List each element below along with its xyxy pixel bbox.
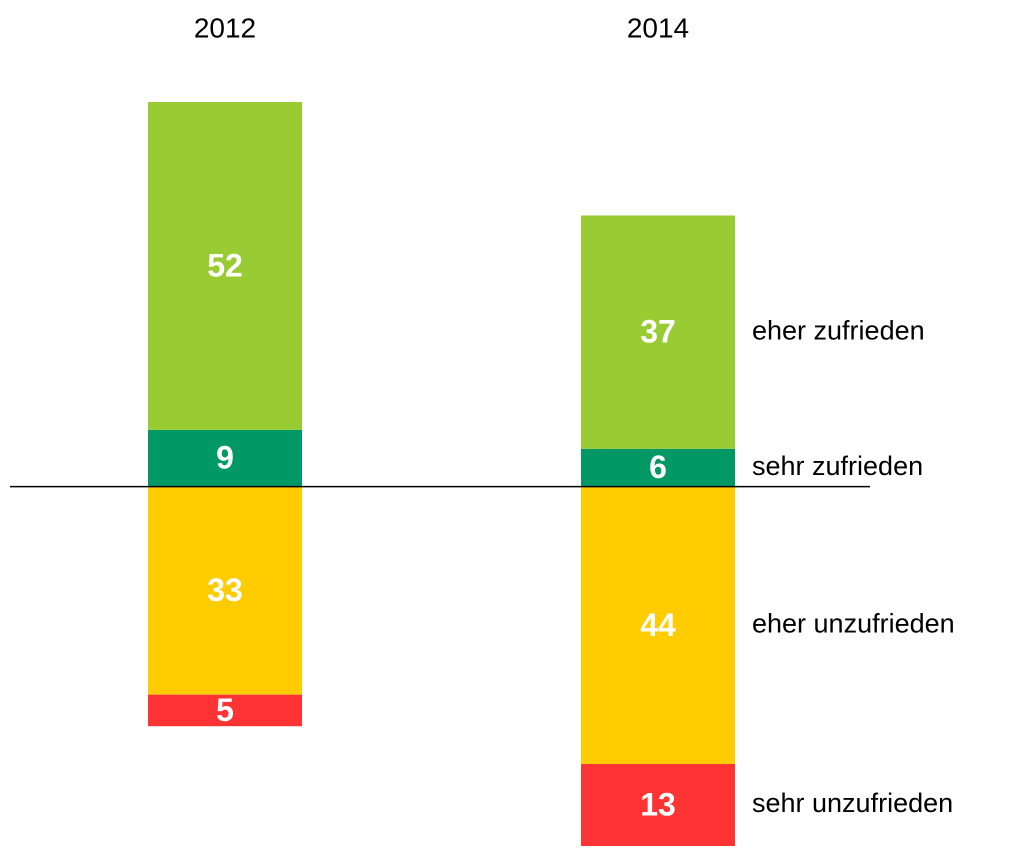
- legend-label: eher zufrieden: [752, 315, 925, 345]
- value-label: 13: [640, 786, 676, 822]
- bar-segment: [148, 102, 302, 430]
- legend-label: sehr unzufrieden: [752, 788, 953, 818]
- category-label: 2014: [627, 12, 689, 43]
- value-label: 9: [216, 440, 234, 476]
- bar-segment: [148, 429, 302, 487]
- value-label: 37: [640, 314, 676, 350]
- bar-segment: [148, 486, 302, 695]
- bar-segment: [581, 448, 735, 487]
- bar-segment: [148, 694, 302, 727]
- value-label: 6: [649, 449, 667, 485]
- legend-label: sehr zufrieden: [752, 451, 923, 481]
- legend-label: eher unzufrieden: [752, 608, 955, 638]
- value-label: 33: [207, 572, 243, 608]
- value-label: 44: [640, 607, 676, 643]
- bar-segment: [581, 764, 735, 846]
- value-label: 5: [216, 692, 234, 728]
- value-label: 52: [207, 247, 243, 283]
- bar-segment: [581, 215, 735, 449]
- category-label: 2012: [194, 12, 256, 43]
- bar-segment: [581, 486, 735, 765]
